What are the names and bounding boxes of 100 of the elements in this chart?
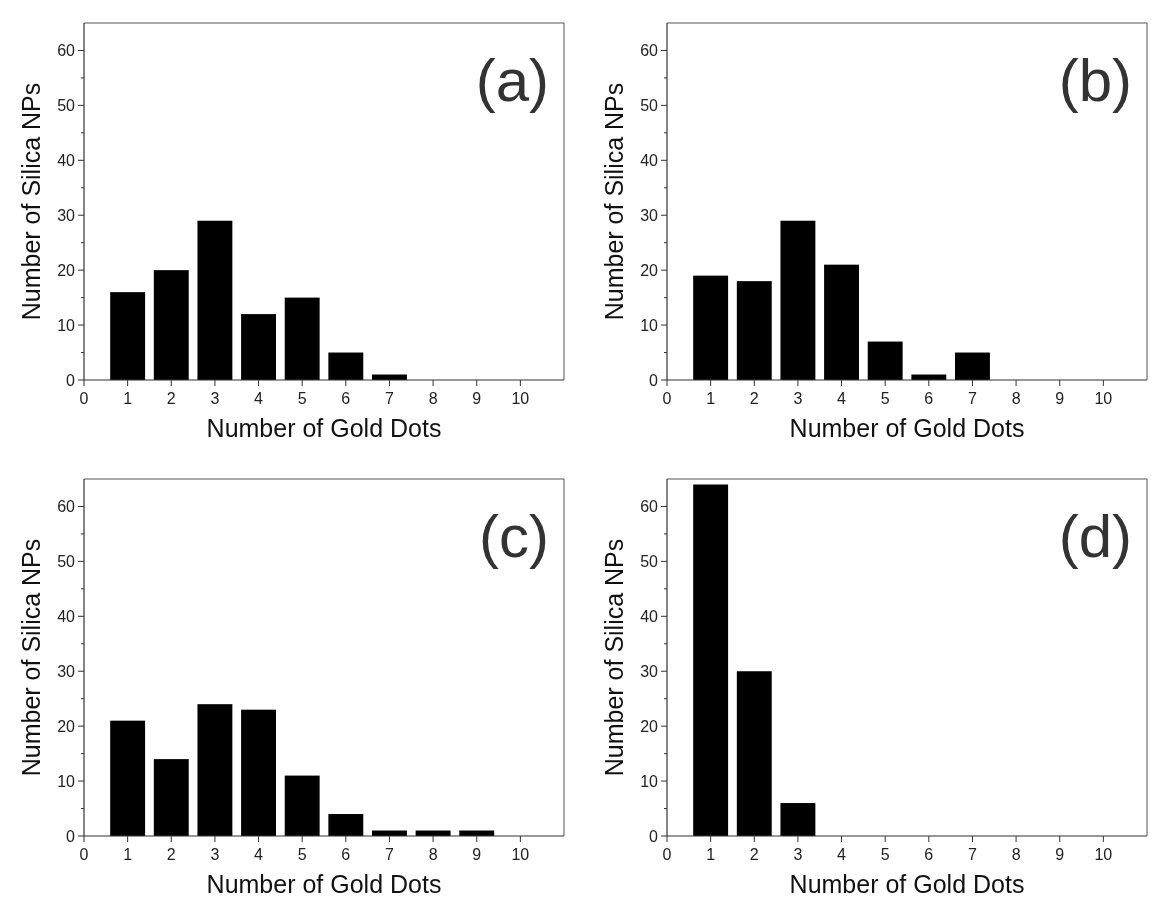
y-axis-title: Number of Silica NPs <box>17 538 45 777</box>
bar <box>284 775 320 836</box>
bar <box>780 803 816 836</box>
y-tick-label: 20 <box>57 717 76 735</box>
y-tick-label: 20 <box>640 717 659 735</box>
x-tick-label: 8 <box>1011 390 1021 407</box>
bar <box>693 484 729 836</box>
bar <box>241 314 276 380</box>
bar <box>284 297 320 380</box>
annotation: (a) <box>475 47 549 114</box>
x-tick-label: 4 <box>837 390 847 407</box>
y-tick-label: 40 <box>57 151 76 169</box>
annotation: (c) <box>479 503 549 570</box>
x-tick-label: 9 <box>1055 390 1065 407</box>
bar <box>110 292 146 380</box>
y-tick-label: 20 <box>640 261 659 279</box>
bar <box>736 671 772 836</box>
y-tick-label: 30 <box>57 206 76 224</box>
y-tick-label: 60 <box>640 498 659 516</box>
x-tick-label: 7 <box>385 846 394 863</box>
x-tick-label: 0 <box>662 390 672 407</box>
x-tick-label: 3 <box>793 846 803 863</box>
y-axis-title: Number of Silica NPs <box>17 82 45 321</box>
bar <box>153 270 189 380</box>
y-tick-label: 50 <box>640 96 659 114</box>
y-tick-label: 30 <box>640 206 659 224</box>
x-tick-label: 8 <box>1011 846 1021 863</box>
x-tick-label: 1 <box>123 846 133 863</box>
y-tick-label: 40 <box>640 607 659 625</box>
x-tick-label: 0 <box>79 846 89 863</box>
y-axis-title: Number of Silica NPs <box>600 82 628 321</box>
y-tick-label: 40 <box>640 151 659 169</box>
x-tick-label: 7 <box>385 390 394 407</box>
x-tick-label: 1 <box>123 390 133 407</box>
y-tick-label: 60 <box>57 498 76 516</box>
x-tick-label: 2 <box>749 846 759 863</box>
x-tick-label: 2 <box>166 846 176 863</box>
x-tick-label: 6 <box>341 846 351 863</box>
y-tick-label: 0 <box>649 827 659 845</box>
bar <box>197 704 233 836</box>
x-tick-label: 4 <box>254 390 264 407</box>
annotation: (b) <box>1058 47 1132 114</box>
y-tick-label: 0 <box>649 371 659 389</box>
y-tick-label: 50 <box>57 96 76 114</box>
y-tick-label: 10 <box>640 316 659 334</box>
bar <box>241 709 276 836</box>
y-tick-label: 20 <box>57 261 76 279</box>
x-axis-title: Number of Gold Dots <box>789 870 1025 898</box>
x-tick-label: 8 <box>428 390 438 407</box>
y-tick-label: 10 <box>57 772 76 790</box>
x-tick-label: 1 <box>706 846 716 863</box>
y-tick-label: 30 <box>640 662 659 680</box>
x-tick-label: 7 <box>968 390 977 407</box>
x-tick-label: 7 <box>968 846 977 863</box>
x-tick-label: 1 <box>706 390 716 407</box>
y-tick-label: 0 <box>66 371 76 389</box>
x-tick-label: 5 <box>297 390 307 407</box>
bar <box>110 720 146 836</box>
x-axis-title: Number of Gold Dots <box>789 414 1025 442</box>
x-tick-label: 9 <box>472 846 482 863</box>
bar <box>867 341 903 380</box>
x-tick-label: 3 <box>793 390 803 407</box>
x-tick-label: 9 <box>1055 846 1065 863</box>
y-tick-label: 50 <box>640 552 659 570</box>
bar <box>197 220 233 380</box>
bar <box>153 759 189 836</box>
x-tick-label: 4 <box>837 846 847 863</box>
x-tick-label: 10 <box>1094 390 1113 407</box>
x-tick-label: 0 <box>662 846 672 863</box>
x-tick-label: 0 <box>79 390 89 407</box>
x-tick-label: 10 <box>511 846 530 863</box>
x-tick-label: 10 <box>511 390 530 407</box>
bar <box>328 814 364 836</box>
x-tick-label: 5 <box>880 846 890 863</box>
x-tick-label: 5 <box>880 390 890 407</box>
annotation: (d) <box>1058 503 1132 570</box>
x-tick-label: 10 <box>1094 846 1113 863</box>
bar <box>328 352 364 380</box>
x-tick-label: 6 <box>341 390 351 407</box>
y-axis-title: Number of Silica NPs <box>600 538 628 777</box>
x-tick-label: 6 <box>924 846 934 863</box>
x-tick-label: 3 <box>210 846 220 863</box>
y-tick-label: 40 <box>57 607 76 625</box>
x-tick-label: 9 <box>472 390 482 407</box>
x-tick-label: 8 <box>428 846 438 863</box>
bar <box>736 281 772 380</box>
x-tick-label: 2 <box>749 390 759 407</box>
bar <box>955 352 990 380</box>
y-tick-label: 50 <box>57 552 76 570</box>
y-tick-label: 10 <box>640 772 659 790</box>
bar <box>780 220 816 380</box>
x-tick-label: 6 <box>924 390 934 407</box>
x-tick-label: 2 <box>166 390 176 407</box>
x-tick-label: 3 <box>210 390 220 407</box>
y-tick-label: 60 <box>640 42 659 60</box>
x-axis-title: Number of Gold Dots <box>206 414 442 442</box>
x-axis-title: Number of Gold Dots <box>206 870 442 898</box>
y-tick-label: 60 <box>57 42 76 60</box>
x-tick-label: 5 <box>297 846 307 863</box>
y-tick-label: 0 <box>66 827 76 845</box>
